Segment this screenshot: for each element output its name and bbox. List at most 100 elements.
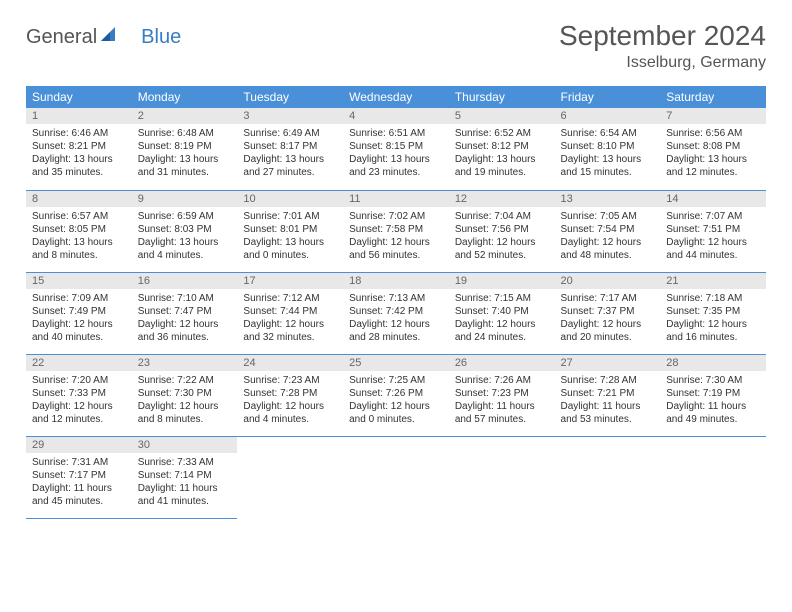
logo-text-blue: Blue bbox=[141, 26, 181, 49]
day-sunrise: Sunrise: 7:25 AM bbox=[349, 374, 443, 387]
day-dl1: Daylight: 13 hours bbox=[455, 153, 549, 166]
day-cell: 26Sunrise: 7:26 AMSunset: 7:23 PMDayligh… bbox=[449, 354, 555, 436]
day-content: Sunrise: 6:59 AMSunset: 8:03 PMDaylight:… bbox=[132, 207, 238, 267]
day-sunrise: Sunrise: 7:15 AM bbox=[455, 292, 549, 305]
day-sunrise: Sunrise: 6:48 AM bbox=[138, 127, 232, 140]
day-number: 1 bbox=[26, 108, 132, 124]
day-number: 22 bbox=[26, 355, 132, 371]
day-number: 11 bbox=[343, 191, 449, 207]
day-number: 9 bbox=[132, 191, 238, 207]
empty-cell bbox=[660, 436, 766, 518]
day-sunrise: Sunrise: 7:07 AM bbox=[666, 210, 760, 223]
day-header: Sunday bbox=[26, 86, 132, 108]
day-number: 30 bbox=[132, 437, 238, 453]
day-content: Sunrise: 7:26 AMSunset: 7:23 PMDaylight:… bbox=[449, 371, 555, 431]
day-cell: 14Sunrise: 7:07 AMSunset: 7:51 PMDayligh… bbox=[660, 190, 766, 272]
day-sunset: Sunset: 8:21 PM bbox=[32, 140, 126, 153]
day-sunrise: Sunrise: 7:30 AM bbox=[666, 374, 760, 387]
day-header-row: SundayMondayTuesdayWednesdayThursdayFrid… bbox=[26, 86, 766, 108]
day-content: Sunrise: 6:54 AMSunset: 8:10 PMDaylight:… bbox=[555, 124, 661, 184]
day-cell: 3Sunrise: 6:49 AMSunset: 8:17 PMDaylight… bbox=[237, 108, 343, 190]
day-dl1: Daylight: 12 hours bbox=[243, 400, 337, 413]
day-number: 5 bbox=[449, 108, 555, 124]
day-dl2: and 12 minutes. bbox=[666, 166, 760, 179]
day-sunrise: Sunrise: 6:56 AM bbox=[666, 127, 760, 140]
day-dl1: Daylight: 13 hours bbox=[349, 153, 443, 166]
day-cell: 12Sunrise: 7:04 AMSunset: 7:56 PMDayligh… bbox=[449, 190, 555, 272]
day-dl1: Daylight: 12 hours bbox=[455, 318, 549, 331]
day-dl2: and 53 minutes. bbox=[561, 413, 655, 426]
day-sunrise: Sunrise: 7:28 AM bbox=[561, 374, 655, 387]
day-dl2: and 45 minutes. bbox=[32, 495, 126, 508]
day-cell: 29Sunrise: 7:31 AMSunset: 7:17 PMDayligh… bbox=[26, 436, 132, 518]
day-content: Sunrise: 6:52 AMSunset: 8:12 PMDaylight:… bbox=[449, 124, 555, 184]
day-sunset: Sunset: 8:17 PM bbox=[243, 140, 337, 153]
day-content: Sunrise: 6:49 AMSunset: 8:17 PMDaylight:… bbox=[237, 124, 343, 184]
day-cell: 28Sunrise: 7:30 AMSunset: 7:19 PMDayligh… bbox=[660, 354, 766, 436]
day-cell: 16Sunrise: 7:10 AMSunset: 7:47 PMDayligh… bbox=[132, 272, 238, 354]
day-sunrise: Sunrise: 7:33 AM bbox=[138, 456, 232, 469]
day-number: 2 bbox=[132, 108, 238, 124]
day-header: Tuesday bbox=[237, 86, 343, 108]
day-dl2: and 57 minutes. bbox=[455, 413, 549, 426]
day-dl2: and 0 minutes. bbox=[349, 413, 443, 426]
day-content: Sunrise: 6:56 AMSunset: 8:08 PMDaylight:… bbox=[660, 124, 766, 184]
day-cell: 13Sunrise: 7:05 AMSunset: 7:54 PMDayligh… bbox=[555, 190, 661, 272]
day-sunset: Sunset: 7:21 PM bbox=[561, 387, 655, 400]
logo-sail-icon bbox=[101, 27, 119, 48]
day-dl2: and 56 minutes. bbox=[349, 249, 443, 262]
day-sunrise: Sunrise: 7:02 AM bbox=[349, 210, 443, 223]
day-dl1: Daylight: 12 hours bbox=[666, 236, 760, 249]
empty-cell bbox=[343, 436, 449, 518]
day-content: Sunrise: 6:46 AMSunset: 8:21 PMDaylight:… bbox=[26, 124, 132, 184]
day-sunrise: Sunrise: 7:23 AM bbox=[243, 374, 337, 387]
day-sunset: Sunset: 7:47 PM bbox=[138, 305, 232, 318]
day-cell: 20Sunrise: 7:17 AMSunset: 7:37 PMDayligh… bbox=[555, 272, 661, 354]
day-dl2: and 48 minutes. bbox=[561, 249, 655, 262]
day-dl2: and 31 minutes. bbox=[138, 166, 232, 179]
day-sunrise: Sunrise: 6:59 AM bbox=[138, 210, 232, 223]
day-dl2: and 8 minutes. bbox=[32, 249, 126, 262]
day-cell: 15Sunrise: 7:09 AMSunset: 7:49 PMDayligh… bbox=[26, 272, 132, 354]
day-number: 3 bbox=[237, 108, 343, 124]
day-content: Sunrise: 7:07 AMSunset: 7:51 PMDaylight:… bbox=[660, 207, 766, 267]
day-cell: 7Sunrise: 6:56 AMSunset: 8:08 PMDaylight… bbox=[660, 108, 766, 190]
day-sunrise: Sunrise: 7:31 AM bbox=[32, 456, 126, 469]
day-dl2: and 35 minutes. bbox=[32, 166, 126, 179]
day-content: Sunrise: 7:33 AMSunset: 7:14 PMDaylight:… bbox=[132, 453, 238, 513]
day-dl1: Daylight: 13 hours bbox=[138, 153, 232, 166]
day-dl1: Daylight: 12 hours bbox=[32, 400, 126, 413]
day-sunset: Sunset: 7:30 PM bbox=[138, 387, 232, 400]
day-sunrise: Sunrise: 6:51 AM bbox=[349, 127, 443, 140]
day-content: Sunrise: 7:05 AMSunset: 7:54 PMDaylight:… bbox=[555, 207, 661, 267]
day-content: Sunrise: 7:10 AMSunset: 7:47 PMDaylight:… bbox=[132, 289, 238, 349]
title-block: September 2024 Isselburg, Germany bbox=[559, 20, 766, 72]
day-dl2: and 32 minutes. bbox=[243, 331, 337, 344]
calendar-week: 1Sunrise: 6:46 AMSunset: 8:21 PMDaylight… bbox=[26, 108, 766, 190]
day-sunset: Sunset: 7:54 PM bbox=[561, 223, 655, 236]
day-sunrise: Sunrise: 6:54 AM bbox=[561, 127, 655, 140]
day-content: Sunrise: 7:17 AMSunset: 7:37 PMDaylight:… bbox=[555, 289, 661, 349]
day-cell: 9Sunrise: 6:59 AMSunset: 8:03 PMDaylight… bbox=[132, 190, 238, 272]
header: General Blue September 2024 Isselburg, G… bbox=[26, 20, 766, 72]
day-cell: 4Sunrise: 6:51 AMSunset: 8:15 PMDaylight… bbox=[343, 108, 449, 190]
day-dl1: Daylight: 11 hours bbox=[561, 400, 655, 413]
day-content: Sunrise: 6:48 AMSunset: 8:19 PMDaylight:… bbox=[132, 124, 238, 184]
day-header: Saturday bbox=[660, 86, 766, 108]
day-cell: 19Sunrise: 7:15 AMSunset: 7:40 PMDayligh… bbox=[449, 272, 555, 354]
day-dl2: and 49 minutes. bbox=[666, 413, 760, 426]
day-content: Sunrise: 7:23 AMSunset: 7:28 PMDaylight:… bbox=[237, 371, 343, 431]
day-content: Sunrise: 7:22 AMSunset: 7:30 PMDaylight:… bbox=[132, 371, 238, 431]
day-cell: 6Sunrise: 6:54 AMSunset: 8:10 PMDaylight… bbox=[555, 108, 661, 190]
day-header: Wednesday bbox=[343, 86, 449, 108]
day-sunrise: Sunrise: 7:05 AM bbox=[561, 210, 655, 223]
day-number: 15 bbox=[26, 273, 132, 289]
day-sunset: Sunset: 7:40 PM bbox=[455, 305, 549, 318]
day-number: 28 bbox=[660, 355, 766, 371]
day-sunrise: Sunrise: 7:26 AM bbox=[455, 374, 549, 387]
day-content: Sunrise: 6:51 AMSunset: 8:15 PMDaylight:… bbox=[343, 124, 449, 184]
day-dl1: Daylight: 13 hours bbox=[561, 153, 655, 166]
day-cell: 8Sunrise: 6:57 AMSunset: 8:05 PMDaylight… bbox=[26, 190, 132, 272]
day-number: 7 bbox=[660, 108, 766, 124]
day-content: Sunrise: 7:25 AMSunset: 7:26 PMDaylight:… bbox=[343, 371, 449, 431]
